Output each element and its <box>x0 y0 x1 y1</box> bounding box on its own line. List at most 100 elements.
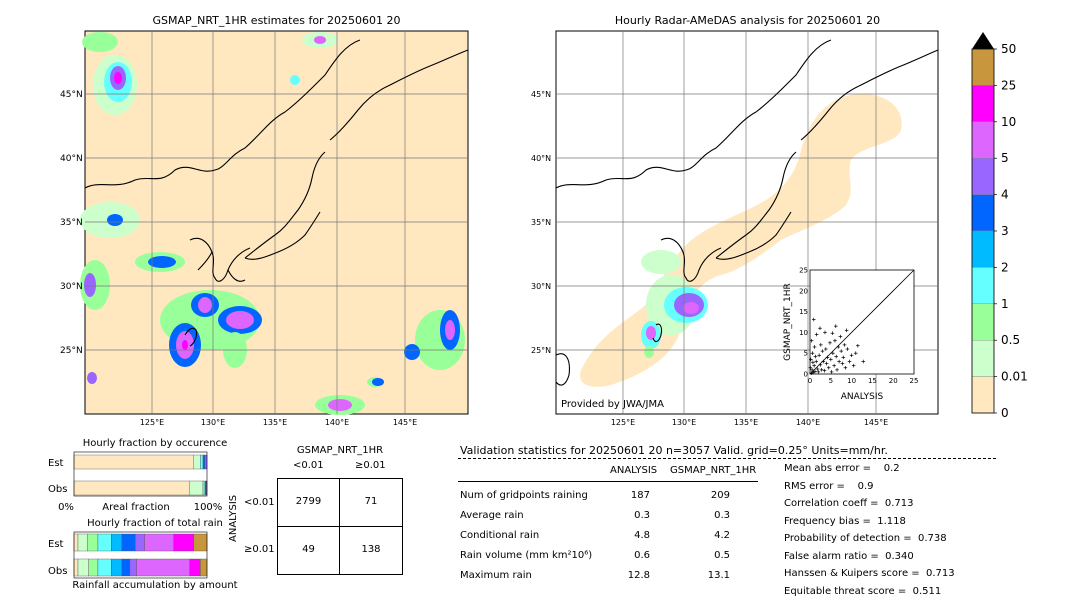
scatter-point <box>810 368 814 372</box>
scatter-point <box>838 334 843 339</box>
contingency-cell: 2799 <box>295 496 322 507</box>
colorbar-swatch <box>971 85 995 123</box>
validation-score: Equitable threat score = 0.511 <box>784 585 942 597</box>
validation-row-label: Num of gridpoints raining <box>460 490 588 501</box>
colorbar-label: 1 <box>1001 297 1009 311</box>
scatter-point <box>818 326 822 331</box>
total-rain-bar-segment <box>136 558 190 577</box>
lon-label: 145°E <box>864 418 888 427</box>
right-map-coastline <box>555 39 939 386</box>
total-rain-bar-segment <box>88 558 99 577</box>
validation-row-analysis: 4.8 <box>634 530 650 541</box>
colorbar-swatches <box>971 48 995 414</box>
validation-col-divider <box>458 481 758 482</box>
lon-label: 145°E <box>393 418 417 427</box>
total-rain-row-label: Est <box>48 539 64 550</box>
scatter-point <box>818 363 823 367</box>
occurrence-row-label: Obs <box>48 484 67 495</box>
scatter-y-tick: 15 <box>799 308 808 316</box>
lat-label: 40°N <box>60 154 83 164</box>
scatter-point <box>809 371 814 375</box>
scatter-point <box>812 345 817 349</box>
validation-score: Mean abs error = 0.2 <box>784 463 900 474</box>
occurrence-bar-segment <box>73 480 190 496</box>
total-rain-bar-segment <box>189 558 201 577</box>
scatter-point <box>813 369 817 374</box>
left-map-field <box>80 30 469 415</box>
lat-label: 25°N <box>60 346 83 356</box>
total-rain-bar-segment <box>200 558 208 577</box>
colorbar-label: 50 <box>1001 42 1016 56</box>
total-rain-title: Hourly fraction of total rain <box>87 518 223 529</box>
scatter-x-tick: 5 <box>829 377 833 385</box>
scatter-point <box>814 359 819 364</box>
validation-score: Hanssen & Kuipers score = 0.713 <box>784 568 955 579</box>
occurrence-axis-label: 0% <box>58 502 74 513</box>
scatter-point <box>845 347 850 351</box>
colorbar-label: 0 <box>1001 406 1009 420</box>
scatter-point <box>811 370 816 375</box>
lon-label: 135°E <box>263 418 287 427</box>
colorbar: 50 25 10 5 4 3 2 1 0.5 0.01 0 <box>971 32 1028 420</box>
scatter-x-tick: 25 <box>910 377 919 385</box>
contingency-cell: 138 <box>361 544 381 555</box>
lon-label: 130°E <box>201 418 225 427</box>
lat-label: 30°N <box>60 282 83 292</box>
validation-row-label: Rain volume (mm km²10⁶) <box>460 550 593 561</box>
lon-label: 125°E <box>611 418 635 427</box>
total-rain-bar-segment <box>77 558 89 577</box>
scatter-point <box>849 353 854 358</box>
scatter-point <box>813 354 818 359</box>
validation-score: Probability of detection = 0.738 <box>784 533 947 544</box>
lat-label: 35°N <box>60 218 83 228</box>
occurrence-title: Hourly fraction by occurence <box>82 438 228 449</box>
scatter-point <box>830 331 835 336</box>
contingency-cell: 49 <box>302 544 315 555</box>
scatter-x-tick: 10 <box>847 377 856 385</box>
scatter-y-ticks: 0 5 10 15 20 25 <box>799 267 808 379</box>
validation-row-gsmap: 13.1 <box>707 570 730 581</box>
validation-row-analysis: 0.3 <box>634 510 650 521</box>
contingency-table: 2799 71 49 138 <box>277 478 403 575</box>
lat-label: 30°N <box>531 282 551 291</box>
scatter-point <box>833 338 837 343</box>
validation-row-gsmap: 0.5 <box>714 550 730 561</box>
scatter-point <box>812 363 816 368</box>
colorbar-label: 3 <box>1001 224 1009 238</box>
scatter-point <box>837 359 841 364</box>
scatter-point <box>811 360 815 365</box>
colorbar-label: 4 <box>1001 188 1009 202</box>
total-rain-footer: Rainfall accumulation by amount <box>72 580 238 591</box>
lon-label: 130°E <box>672 418 696 427</box>
total-rain-bar-segment <box>111 558 123 577</box>
total-rain-bar-segment <box>97 533 112 552</box>
scatter-point <box>836 345 841 349</box>
total-rain-bar-segment <box>144 533 174 552</box>
total-rain-row-label: Obs <box>48 566 67 577</box>
validation-row-label: Conditional rain <box>460 530 540 541</box>
total-rain-bar-segment <box>73 558 79 577</box>
scatter-point <box>856 343 860 348</box>
validation-row-label: Maximum rain <box>460 570 532 581</box>
validation-row-gsmap: 4.2 <box>714 530 730 541</box>
validation-row-analysis: 0.6 <box>634 550 650 561</box>
scatter-points <box>808 317 866 375</box>
lat-label: 45°N <box>531 90 551 99</box>
occurrence-axis-label: 100% <box>194 502 223 513</box>
colorbar-swatch <box>971 267 995 304</box>
colorbar-swatch <box>971 194 995 232</box>
colorbar-labels: 50 25 10 5 4 3 2 1 0.5 0.01 0 <box>994 42 1028 420</box>
validation-score: Correlation coeff = 0.713 <box>784 498 914 509</box>
validation-row-gsmap: 0.3 <box>714 510 730 521</box>
scatter-y-tick: 0 <box>804 371 808 379</box>
scatter-y-tick: 20 <box>799 287 808 295</box>
lat-label: 40°N <box>531 154 551 163</box>
occurrence-bar-segment <box>200 454 204 470</box>
colorbar-label: 2 <box>1001 260 1009 274</box>
data-credit: Provided by JWA/JMA <box>561 399 664 410</box>
validation-col-gsmap: GSMAP_NRT_1HR <box>670 465 757 476</box>
scatter-ylabel: GSMAP_NRT_1HR <box>783 283 793 361</box>
scatter-point <box>814 332 819 337</box>
validation-score: False alarm ratio = 0.340 <box>784 550 914 562</box>
lon-label: 140°E <box>796 418 820 427</box>
